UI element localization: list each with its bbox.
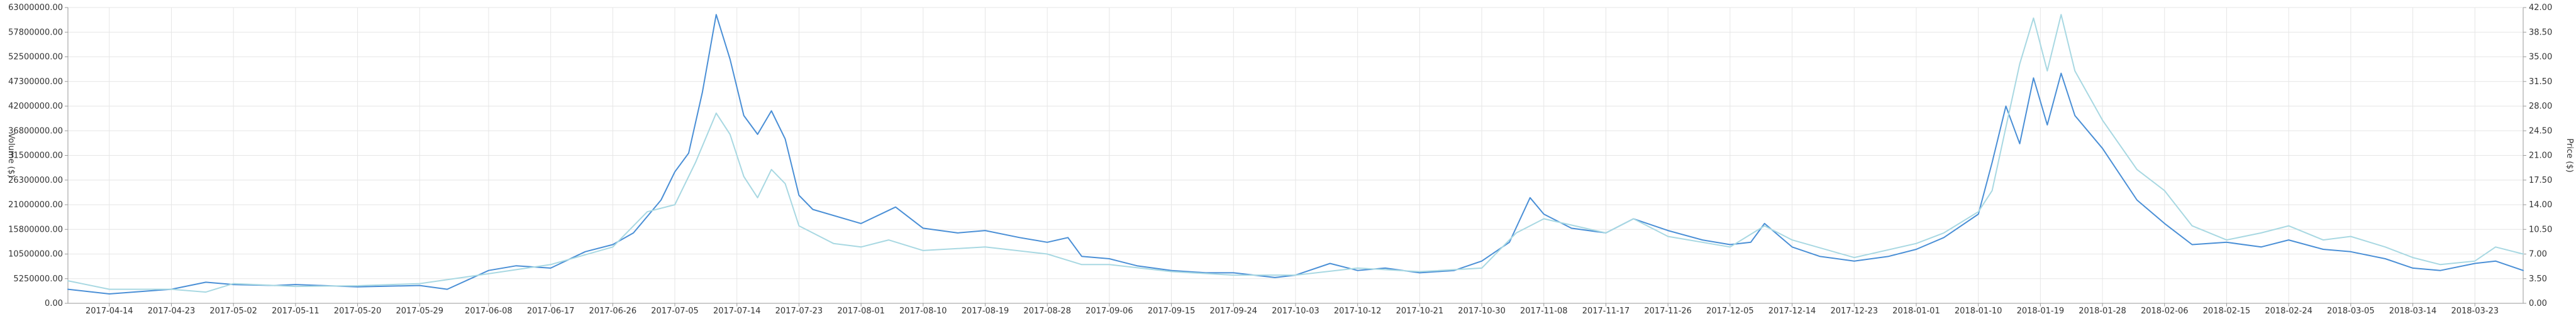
x-tick-label: 2017-06-17 <box>527 306 575 314</box>
left-tick-label: 52500000.00 <box>8 53 63 62</box>
left-tick-label: 0.00 <box>45 299 63 308</box>
left-tick-label: 21000000.00 <box>8 200 63 210</box>
left-tick-label: 5250000.00 <box>13 274 63 284</box>
right-tick-label: 10.50 <box>2529 225 2552 234</box>
x-tick-label: 2017-10-21 <box>1396 306 1444 314</box>
left-tick-label: 31500000.00 <box>8 151 63 161</box>
right-tick-label: 35.00 <box>2529 53 2552 62</box>
right-tick-label: 21.00 <box>2529 151 2552 161</box>
left-y-axis-ticks: 0.00 5250000.00 10500000.00 15800000.00 2100… <box>8 3 68 308</box>
x-tick-label: 2018-03-23 <box>2451 306 2499 314</box>
series-lines <box>67 14 2524 295</box>
x-tick-label: 2018-02-15 <box>2203 306 2251 314</box>
left-tick-label: 26300000.00 <box>8 176 63 185</box>
x-tick-label: 2017-09-06 <box>1085 306 1133 314</box>
x-tick-label: 2017-09-15 <box>1148 306 1196 314</box>
right-tick-label: 0.00 <box>2529 299 2547 308</box>
x-tick-label: 2018-01-01 <box>1892 306 1940 314</box>
left-tick-label: 63000000.00 <box>8 3 63 13</box>
x-tick-label: 2017-10-30 <box>1458 306 1506 314</box>
x-tick-label: 2017-07-14 <box>713 306 761 314</box>
x-tick-label: 2017-07-23 <box>775 306 823 314</box>
x-tick-label: 2017-11-26 <box>1644 306 1692 314</box>
x-tick-label: 2017-11-17 <box>1582 306 1630 314</box>
left-tick-label: 47300000.00 <box>8 77 63 87</box>
x-tick-label: 2017-05-11 <box>272 306 319 314</box>
right-tick-label: 24.50 <box>2529 126 2552 136</box>
x-tick-label: 2017-05-02 <box>209 306 257 314</box>
x-tick-label: 2017-06-08 <box>465 306 513 314</box>
x-tick-label: 2017-10-03 <box>1272 306 1319 314</box>
x-tick-label: 2017-10-12 <box>1334 306 1382 314</box>
x-tick-label: 2017-12-14 <box>1768 306 1816 314</box>
x-tick-label: 2017-08-28 <box>1023 306 1071 314</box>
x-tick-label: 2018-03-05 <box>2327 306 2375 314</box>
left-tick-label: 10500000.00 <box>8 250 63 259</box>
x-tick-label: 2018-02-06 <box>2141 306 2189 314</box>
right-y-axis-title: Price ($) <box>2565 138 2574 172</box>
right-tick-label: 42.00 <box>2529 3 2552 13</box>
left-y-axis-title: Volume ($) <box>6 133 16 178</box>
x-tick-label: 2018-01-28 <box>2079 306 2126 314</box>
x-tick-label: 2017-04-14 <box>86 306 133 314</box>
right-tick-label: 38.50 <box>2529 28 2552 37</box>
x-tick-label: 2018-03-14 <box>2389 306 2437 314</box>
left-tick-label: 15800000.00 <box>8 225 63 234</box>
x-tick-label: 2018-02-24 <box>2265 306 2312 314</box>
x-tick-label: 2017-12-23 <box>1830 306 1878 314</box>
x-tick-label: 2017-11-08 <box>1520 306 1568 314</box>
left-tick-label: 57800000.00 <box>8 28 63 37</box>
right-tick-label: 31.50 <box>2529 77 2552 87</box>
right-tick-label: 14.00 <box>2529 200 2552 210</box>
left-tick-label: 42000000.00 <box>8 102 63 111</box>
x-tick-label: 2017-08-19 <box>962 306 1009 314</box>
x-tick-label: 2018-01-10 <box>1955 306 2002 314</box>
right-y-axis-ticks: 0.00 3.50 7.00 10.50 14.00 17.50 21.00 24.50 28.… <box>2523 3 2552 308</box>
x-tick-label: 2017-09-24 <box>1210 306 1258 314</box>
x-tick-label: 2017-07-05 <box>651 306 699 314</box>
x-tick-label: 2017-05-20 <box>334 306 382 314</box>
x-tick-label: 2017-06-26 <box>589 306 637 314</box>
grid <box>68 7 2523 303</box>
x-tick-label: 2017-08-10 <box>899 306 947 314</box>
x-tick-label: 2017-04-23 <box>148 306 196 314</box>
x-tick-label: 2017-05-29 <box>396 306 443 314</box>
x-tick-label: 2018-01-19 <box>2017 306 2065 314</box>
price-series-line <box>67 14 2524 293</box>
x-axis-ticks: 2017-04-14 2017-04-23 2017-05-02 2017-05-11… <box>86 303 2499 314</box>
volume-series-line <box>67 14 2524 295</box>
right-tick-label: 3.50 <box>2529 274 2547 284</box>
left-tick-label: 36800000.00 <box>8 126 63 136</box>
right-tick-label: 17.50 <box>2529 176 2552 185</box>
x-tick-label: 2017-08-01 <box>837 306 885 314</box>
right-tick-label: 28.00 <box>2529 102 2552 111</box>
x-tick-label: 2017-12-05 <box>1706 306 1754 314</box>
right-tick-label: 7.00 <box>2529 250 2547 259</box>
